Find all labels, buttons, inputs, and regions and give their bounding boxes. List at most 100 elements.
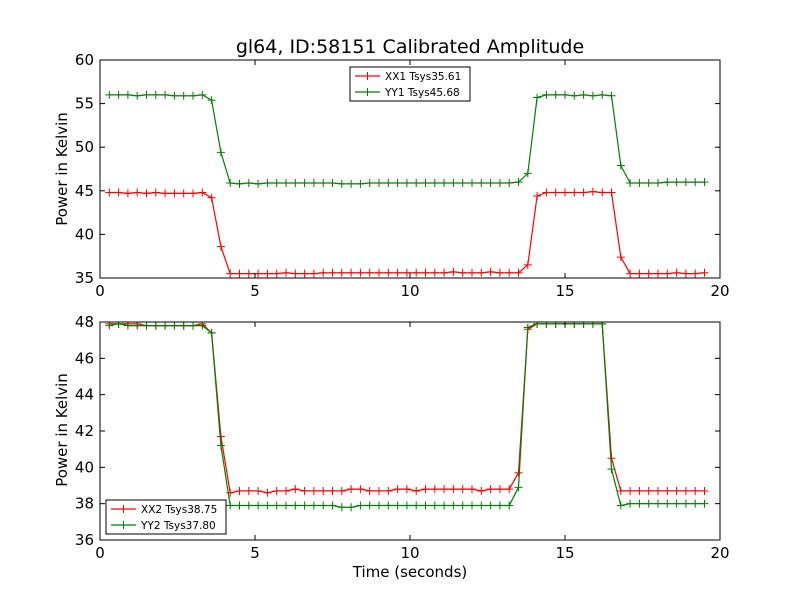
data-point bbox=[282, 501, 290, 510]
data-point bbox=[663, 499, 672, 508]
data-point bbox=[672, 268, 681, 277]
chart-panel-top: Power in Kelvin 0 5 10 15 20 35 40 45 50 55 60 XX1 … bbox=[53, 51, 730, 300]
data-point bbox=[105, 322, 114, 330]
data-point bbox=[272, 269, 281, 278]
data-point bbox=[235, 179, 244, 188]
data-point bbox=[207, 328, 216, 337]
data-point bbox=[681, 269, 690, 278]
data-point bbox=[672, 499, 681, 508]
data-point bbox=[384, 486, 393, 495]
data-point bbox=[700, 499, 709, 508]
data-point bbox=[282, 178, 290, 187]
data-point bbox=[421, 268, 430, 277]
data-point bbox=[272, 501, 281, 510]
data-point bbox=[402, 268, 411, 277]
y-tick-label: 38 bbox=[75, 495, 94, 513]
data-point bbox=[561, 90, 569, 99]
data-point bbox=[151, 188, 160, 197]
data-point bbox=[449, 501, 458, 510]
data-point bbox=[616, 253, 625, 262]
x-tick-label: 10 bbox=[400, 544, 419, 562]
series-2 bbox=[105, 90, 709, 188]
data-point bbox=[161, 322, 170, 330]
series-line bbox=[109, 191, 705, 275]
data-point bbox=[421, 501, 430, 510]
data-point bbox=[458, 178, 467, 187]
data-point bbox=[300, 501, 309, 510]
data-point bbox=[347, 268, 356, 277]
data-point bbox=[700, 486, 709, 495]
data-point bbox=[570, 188, 579, 197]
data-point bbox=[226, 269, 235, 278]
data-point bbox=[607, 91, 616, 100]
data-point bbox=[514, 178, 523, 187]
series-line bbox=[109, 323, 705, 508]
series-1 bbox=[105, 322, 709, 497]
data-point bbox=[477, 486, 486, 495]
data-point bbox=[440, 268, 449, 277]
legend-box bbox=[349, 66, 471, 102]
data-point bbox=[486, 501, 495, 510]
data-point bbox=[635, 269, 644, 278]
data-point bbox=[384, 268, 393, 277]
legend: XX2 Tsys38.75 YY2 Tsys37.80 bbox=[105, 499, 227, 535]
data-point bbox=[672, 486, 681, 495]
data-point bbox=[542, 322, 551, 328]
data-point bbox=[570, 91, 579, 100]
data-point bbox=[272, 486, 281, 495]
data-point bbox=[477, 501, 486, 510]
data-point bbox=[430, 268, 439, 277]
data-point bbox=[189, 91, 197, 100]
y-axis-label-bottom: Power in Kelvin bbox=[53, 373, 71, 487]
data-point bbox=[151, 90, 160, 99]
x-tick-label: 0 bbox=[95, 282, 105, 300]
data-point bbox=[449, 178, 458, 187]
data-point bbox=[319, 268, 328, 277]
data-point bbox=[616, 161, 625, 170]
data-point bbox=[551, 322, 560, 328]
data-point bbox=[365, 178, 374, 187]
data-point bbox=[421, 178, 430, 187]
data-point bbox=[486, 267, 495, 276]
data-point bbox=[412, 178, 421, 187]
data-point bbox=[291, 485, 300, 494]
data-point bbox=[654, 178, 662, 187]
data-point bbox=[142, 189, 151, 198]
y-tick-label: 44 bbox=[75, 386, 94, 404]
y-tick-label: 40 bbox=[75, 458, 94, 476]
data-point bbox=[347, 179, 356, 188]
data-point bbox=[179, 189, 188, 198]
legend-label: XX2 Tsys38.75 bbox=[141, 504, 217, 516]
data-point bbox=[495, 501, 504, 510]
y-tick-label: 48 bbox=[75, 313, 94, 331]
data-point bbox=[365, 268, 374, 277]
data-point bbox=[477, 268, 486, 277]
data-point bbox=[170, 322, 179, 330]
data-point bbox=[440, 485, 449, 494]
data-point bbox=[458, 268, 467, 277]
data-point bbox=[328, 501, 337, 510]
data-point bbox=[170, 91, 179, 100]
x-tick-label: 0 bbox=[95, 544, 105, 562]
data-point bbox=[263, 501, 272, 510]
data-point bbox=[412, 268, 421, 277]
data-point bbox=[337, 179, 346, 188]
data-point bbox=[486, 485, 495, 494]
data-point bbox=[300, 178, 309, 187]
data-point bbox=[161, 189, 170, 198]
y-tick-label: 45 bbox=[75, 182, 94, 200]
data-point bbox=[375, 501, 383, 510]
data-point bbox=[505, 485, 514, 494]
data-point bbox=[672, 178, 681, 187]
data-point bbox=[142, 90, 151, 99]
data-point bbox=[375, 268, 383, 277]
data-point bbox=[216, 148, 225, 157]
data-point bbox=[579, 188, 588, 197]
y-tick-label: 55 bbox=[75, 95, 94, 113]
data-point bbox=[337, 268, 346, 277]
data-point bbox=[123, 90, 132, 99]
data-point bbox=[495, 485, 504, 494]
data-point bbox=[523, 323, 532, 332]
data-point bbox=[691, 486, 700, 495]
data-point bbox=[542, 90, 551, 99]
